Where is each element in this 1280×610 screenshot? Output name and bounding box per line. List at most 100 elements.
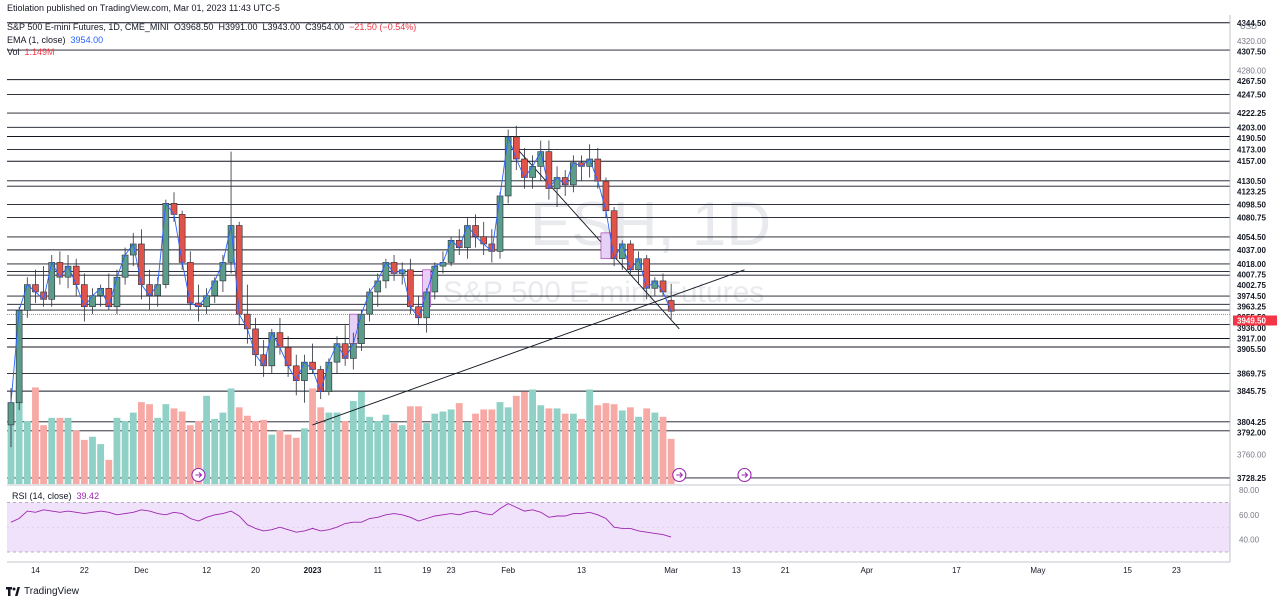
- volume-legend[interactable]: Vol 1.149M: [7, 47, 55, 57]
- price-axis-label: 4130.50: [1237, 177, 1266, 186]
- rsi-band: [7, 501, 1230, 553]
- price-axis-label: 3936.00: [1237, 324, 1266, 333]
- candle-body: [284, 347, 292, 367]
- candle-body: [268, 332, 276, 367]
- event-marker-arrow: [741, 472, 749, 478]
- candle-body: [496, 195, 504, 252]
- candle-body: [447, 239, 455, 263]
- instrument-title[interactable]: S&P 500 E-mini Futures, 1D, CME_MINI: [7, 22, 169, 32]
- earnings-event-icon[interactable]: [737, 467, 752, 483]
- rsi-legend[interactable]: RSI (14, close) 39.42: [12, 491, 99, 501]
- volume-bar: [317, 407, 325, 484]
- time-axis-label: 21: [781, 566, 790, 575]
- candle-body: [162, 203, 170, 285]
- volume-bar: [40, 425, 47, 484]
- candle-body: [358, 313, 365, 344]
- ema-legend[interactable]: EMA (1, close) 3954.00: [7, 35, 103, 45]
- volume-bar: [627, 407, 634, 484]
- candle-body: [472, 225, 479, 237]
- candle-body: [113, 276, 121, 308]
- price-label-bg: [1233, 175, 1277, 186]
- price-label-bg: [1233, 186, 1277, 197]
- candle-body: [23, 284, 31, 311]
- price-axis-label: 3974.50: [1237, 292, 1266, 301]
- price-label-bg: [1233, 132, 1277, 143]
- volume-bar: [203, 395, 210, 484]
- candle-body: [349, 343, 357, 359]
- rsi-value: 39.42: [76, 491, 100, 501]
- event-markers[interactable]: [191, 467, 752, 483]
- ema-line: [10, 136, 672, 403]
- time-axis-label: 13: [577, 566, 586, 575]
- volume-bar: [80, 439, 88, 484]
- volume-bar: [398, 425, 406, 484]
- volume-bar: [504, 407, 512, 484]
- volume-bar: [529, 389, 536, 484]
- price-axis-label: 4307.50: [1237, 47, 1266, 56]
- volume-bar: [268, 434, 276, 484]
- price-label-bg: [1233, 89, 1277, 100]
- rsi-polyline: [10, 503, 672, 538]
- volume-bar: [610, 404, 618, 484]
- price-axis-label: 4173.00: [1237, 145, 1266, 154]
- candle-body: [252, 328, 259, 356]
- volume-bar: [284, 434, 292, 484]
- price-axis-label: 4222.25: [1237, 109, 1266, 118]
- volume-bar: [292, 437, 300, 484]
- volume-bar: [349, 401, 357, 484]
- earnings-event-icon[interactable]: [191, 467, 206, 483]
- candle-body: [512, 136, 520, 160]
- time-axis-label: 23: [1172, 566, 1181, 575]
- volume-bar: [186, 425, 194, 484]
- ema-polyline: [10, 136, 672, 403]
- time-axis-label: 14: [31, 566, 40, 575]
- last-price-tag: [1233, 315, 1277, 326]
- price-axis-label: 4267.50: [1237, 77, 1266, 86]
- volume-bars: [7, 386, 675, 484]
- candle-body: [651, 280, 659, 289]
- price-label-bg: [1233, 280, 1277, 291]
- price-label-bg: [1233, 231, 1277, 242]
- price-axis-label: 3869.75: [1237, 369, 1266, 378]
- rsi-axis-label: 80.00: [1239, 486, 1260, 495]
- candle-body: [635, 258, 642, 271]
- candle-body: [48, 262, 56, 300]
- volume-bar: [659, 416, 667, 484]
- price-label-bg: [1233, 199, 1277, 210]
- candle-body: [235, 225, 243, 315]
- volume-bar: [333, 412, 341, 484]
- price-axis-label: 4280.00: [1237, 66, 1266, 75]
- volume-bar: [341, 421, 349, 484]
- volume-bar: [105, 459, 113, 484]
- rising-trend-line: [312, 269, 745, 426]
- price-label-bg: [1233, 244, 1277, 255]
- candle-body: [529, 166, 536, 178]
- time-axis-label: May: [1030, 566, 1045, 575]
- volume-bar: [243, 415, 251, 484]
- watermark-symbol: ESH, 1D: [530, 190, 771, 259]
- rsi-line: [10, 503, 672, 538]
- candle-body: [276, 332, 284, 348]
- brand-name: TradingView: [24, 586, 80, 597]
- volume-bar: [162, 404, 170, 484]
- price-axis-label: 3845.75: [1237, 387, 1266, 396]
- candle-body: [146, 284, 153, 296]
- highlight-box: [600, 232, 612, 260]
- volume-bar: [496, 402, 504, 484]
- candle-body: [610, 210, 618, 260]
- volume-bar: [537, 405, 545, 484]
- time-axis-label: 22: [80, 566, 89, 575]
- candle-body: [219, 262, 227, 282]
- price-axis-label: 4344.50: [1237, 19, 1266, 28]
- open-value: O3968.50: [173, 22, 214, 32]
- volume-bar: [260, 419, 268, 484]
- candle-body: [32, 284, 39, 293]
- volume-bar: [390, 423, 398, 484]
- tradingview-logo[interactable]: TradingView: [6, 586, 79, 597]
- candle-body: [390, 262, 398, 274]
- volume-bar: [594, 405, 602, 484]
- candle-body: [72, 265, 80, 285]
- dividend-event-icon[interactable]: [672, 467, 687, 483]
- price-label-bg: [1233, 386, 1277, 397]
